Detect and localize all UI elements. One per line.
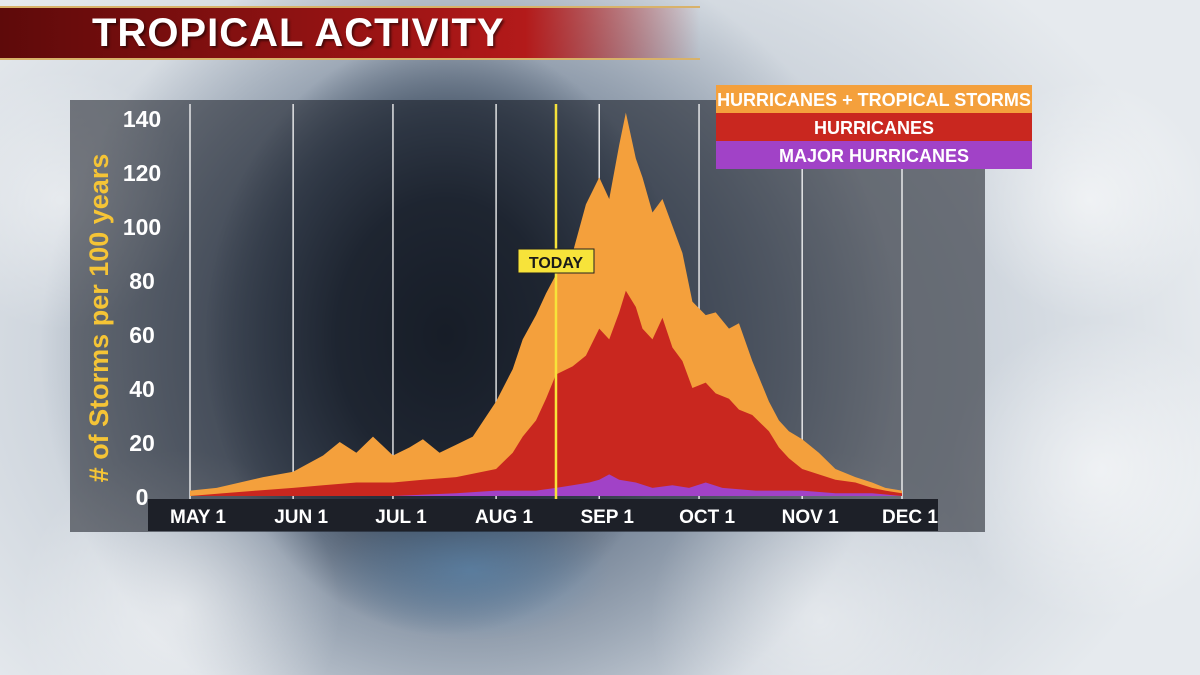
x-tick-label-aug-1: AUG 1	[475, 507, 534, 528]
x-tick-label-oct-1: OCT 1	[679, 507, 735, 528]
series-area-1	[190, 290, 902, 496]
legend-swatch-1	[716, 113, 1032, 141]
legend-label-1: HURRICANES	[814, 118, 934, 138]
axis-layer: 0 20 40 60 80 100 120 140 MAY 1 JUN 1 JUL 1 AUG 1 SE…	[123, 106, 938, 531]
y-tick-label-120: 120	[123, 160, 161, 186]
page-title: TROPICAL ACTIVITY	[92, 11, 505, 55]
x-axis-strip	[148, 499, 938, 531]
today-label-box	[517, 248, 595, 274]
legend-label-0: HURRICANES + TROPICAL STORMS	[717, 90, 1031, 110]
today-label: TODAY	[529, 255, 584, 272]
today-marker: TODAY	[517, 104, 595, 500]
y-tick-label-140: 140	[123, 106, 161, 132]
series-area-2	[190, 474, 902, 496]
y-tick-label-0: 0	[136, 484, 149, 510]
area-layer	[190, 112, 902, 496]
legend-label-2: MAJOR HURRICANES	[779, 146, 969, 166]
legend-swatch-0	[716, 85, 1032, 113]
y-tick-label-40: 40	[129, 376, 155, 402]
y-tick-label-100: 100	[123, 214, 161, 240]
x-tick-label-sep-1: SEP 1	[580, 507, 634, 528]
legend: HURRICANES + TROPICAL STORMS HURRICANES MA…	[716, 85, 1032, 169]
legend-swatch-2	[716, 141, 1032, 169]
y-tick-label-20: 20	[129, 430, 155, 456]
x-tick-label-jul-1: JUL 1	[375, 507, 427, 528]
x-tick-label-dec-1: DEC 1	[882, 507, 938, 528]
y-tick-label-60: 60	[129, 322, 155, 348]
y-axis-label: # of Storms per 100 years	[84, 154, 114, 483]
title-banner: TROPICAL ACTIVITY	[0, 6, 700, 60]
x-tick-label-may-1: MAY 1	[170, 507, 226, 528]
x-tick-label-nov-1: NOV 1	[782, 507, 839, 528]
y-tick-label-80: 80	[129, 268, 155, 294]
x-tick-label-jun-1: JUN 1	[274, 507, 328, 528]
